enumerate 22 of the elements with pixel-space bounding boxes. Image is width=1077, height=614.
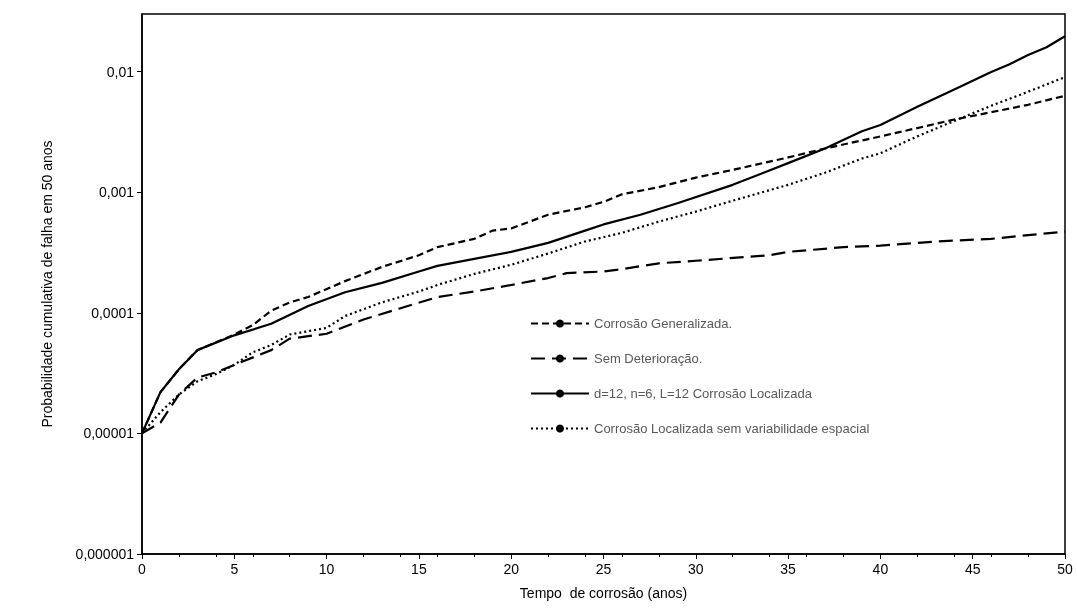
y-tick-label: 0,001 bbox=[98, 184, 135, 201]
legend-label: Sem Deterioração. bbox=[594, 351, 703, 366]
x-tick-label: 50 bbox=[1057, 561, 1073, 577]
legend-label: Corrosão Generalizada. bbox=[594, 316, 733, 331]
x-tick-label: 30 bbox=[688, 561, 704, 577]
x-axis-title: Tempo de corrosão (anos) bbox=[519, 585, 688, 601]
y-tick-label: 0,0001 bbox=[91, 304, 135, 321]
x-tick-label: 10 bbox=[318, 561, 335, 577]
y-tick-label: 0,000001 bbox=[75, 546, 135, 562]
x-tick-label: 5 bbox=[230, 561, 239, 577]
x-tick-label: 20 bbox=[503, 561, 520, 577]
x-tick-label: 25 bbox=[595, 561, 612, 577]
y-tick-label: 0,01 bbox=[106, 63, 135, 80]
x-tick-label: 35 bbox=[780, 561, 797, 577]
legend-label: d=12, n=6, L=12 Corrosão Localizada bbox=[594, 386, 813, 401]
y-tick-label: 0,00001 bbox=[83, 425, 135, 442]
x-tick-label: 40 bbox=[872, 561, 889, 577]
x-tick-label: 45 bbox=[964, 561, 981, 577]
x-tick-label: 15 bbox=[411, 561, 427, 577]
legend-label: Corrosão Localizada sem variabilidade espacial bbox=[594, 421, 870, 436]
y-axis-title: Probabilidade cumulativa de falha em 50 anos bbox=[39, 140, 55, 428]
x-tick-label: 0 bbox=[138, 561, 147, 577]
